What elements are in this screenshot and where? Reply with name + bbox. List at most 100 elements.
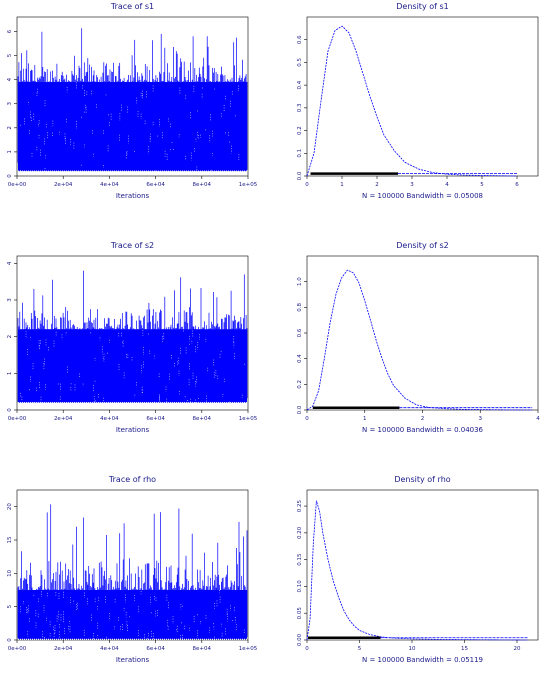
trace-s1-trace-speckle	[19, 82, 240, 176]
density-s1-xtick-label: 1	[340, 182, 344, 188]
density-s2-ytick-label: 0.4	[297, 354, 303, 363]
trace-s1-ytick-label: 3	[7, 101, 13, 105]
density-s2-xtick-label: 2	[421, 416, 425, 422]
trace-s1-trace-line	[17, 28, 248, 172]
density-s1-panel: Density of s1 0 1 2 3 4 5 6 0.0 0.1 0.2 0.3 0.4 0.5 0.…	[297, 2, 539, 200]
trace-s2-ytick-label: 0	[7, 408, 13, 412]
trace-rho-trace-line	[17, 504, 248, 640]
density-s2-ytick-label: 1.0	[297, 277, 303, 286]
density-s2-xlabel: N = 100000 Bandwidth = 0.04036	[362, 426, 484, 434]
trace-s1-xtick-label: 8e+04	[193, 182, 212, 188]
trace-s2-trace-line	[17, 270, 248, 403]
density-rho-xlabel: N = 100000 Bandwidth = 0.05119	[362, 656, 483, 664]
trace-s2-panel: Trace of s2 0e+00 2e+04 4e+04 6e+04 8e+04 1e+0…	[7, 241, 258, 434]
density-rho-ytick-label: 0.25	[297, 499, 303, 512]
density-rho-xtick-label: 10	[409, 646, 416, 652]
trace-s1-xtick-label: 4e+04	[100, 182, 119, 188]
trace-s2-xlabel: Iterations	[116, 426, 150, 434]
density-s1-ytick-label: 0.1	[297, 149, 303, 158]
trace-rho-xtick-label: 1e+05	[239, 646, 258, 652]
density-s1-xtick-label: 3	[410, 182, 414, 188]
density-rho-ytick-label: 0.05	[297, 607, 303, 620]
trace-s1-panel: Trace of s1 0e+00 2e+04 4e+04 6e+04 8e+04 1e+0…	[7, 2, 258, 200]
trace-rho-frame	[16, 489, 249, 641]
trace-s2-xtick-label: 4e+04	[100, 416, 119, 422]
trace-s1-ytick-label: 5	[7, 53, 13, 57]
density-s1-frame	[306, 16, 539, 177]
trace-s1-xtick-label: 1e+05	[239, 182, 258, 188]
density-rho-panel: Density of rho 0 5 10 15 20 0.00 0.05 0.10 0.15 0.…	[297, 475, 539, 664]
trace-rho-ytick-label: 15	[7, 536, 13, 543]
density-s2-xtick-label: 3	[479, 416, 483, 422]
density-s1-ytick-label: 0.6	[297, 35, 303, 44]
trace-s2-ytick-label: 3	[7, 298, 13, 302]
density-s2-title: Density of s2	[396, 241, 448, 250]
trace-s2-ytick-label: 2	[7, 335, 13, 339]
density-rho-ytick-label: 0.10	[297, 580, 303, 593]
density-s1-xtick-label: 4	[445, 182, 449, 188]
density-s2-frame	[306, 255, 539, 411]
trace-rho-xlabel: Iterations	[116, 656, 150, 664]
density-s1-xlabel: N = 100000 Bandwidth = 0.05008	[362, 192, 483, 200]
trace-rho-xtick-label: 0e+00	[8, 646, 27, 652]
density-s2-xtick-label: 0	[305, 416, 309, 422]
density-s2-ytick-label: 0.6	[297, 328, 303, 337]
density-s2-ytick-label: 0.0	[297, 405, 303, 414]
density-s1-density-curve	[306, 25, 518, 177]
trace-rho-ytick-label: 20	[7, 503, 13, 510]
trace-s1-ytick-label: 6	[7, 29, 13, 33]
trace-s1-xtick-label: 2e+04	[54, 182, 73, 188]
density-rho-xtick-label: 15	[461, 646, 468, 652]
density-rho-density-curve	[306, 500, 528, 641]
trace-rho-ytick-label: 10	[7, 569, 13, 576]
trace-s2-xtick-label: 6e+04	[146, 416, 165, 422]
density-rho-xtick-label: 0	[305, 646, 309, 652]
trace-rho-ytick-label: 5	[7, 604, 13, 608]
trace-s1-ytick-label: 1	[7, 150, 13, 154]
density-s2-ytick-label: 0.8	[297, 302, 303, 311]
trace-s2-xtick-label: 1e+05	[239, 416, 258, 422]
density-s2-panel: Density of s2 0 1 2 3 4 0.0 0.2 0.4 0.6 0.8 1.0 N = …	[297, 241, 540, 434]
trace-s2-ytick-label: 1	[7, 372, 13, 376]
density-s1-title: Density of s1	[396, 2, 448, 11]
density-rho-ytick-label: 0.15	[297, 553, 303, 566]
trace-s2-trace-speckle	[20, 330, 245, 409]
density-rho-title: Density of rho	[394, 475, 450, 484]
trace-rho-xtick-label: 8e+04	[193, 646, 212, 652]
density-rho-xtick-label: 5	[358, 646, 362, 652]
trace-rho-title: Trace of rho	[108, 475, 156, 484]
density-s1-xtick-label: 0	[305, 182, 309, 188]
density-s2-xtick-label: 4	[536, 416, 540, 422]
density-s1-ytick-label: 0.2	[297, 126, 303, 135]
trace-s2-ytick-label: 4	[7, 261, 13, 265]
density-s1-xtick-label: 5	[480, 182, 484, 188]
trace-rho-xtick-label: 4e+04	[100, 646, 119, 652]
trace-s2-xtick-label: 8e+04	[193, 416, 212, 422]
trace-s2-xtick-label: 0e+00	[8, 416, 27, 422]
trace-rho-panel: Trace of rho 0e+00 2e+04 4e+04 6e+04 8e+04 1e+…	[7, 475, 258, 664]
density-rho-frame	[306, 489, 539, 641]
trace-s1-frame	[16, 16, 249, 177]
density-s1-ytick-label: 0.5	[297, 58, 303, 67]
trace-s1-xtick-label: 0e+00	[8, 182, 27, 188]
trace-rho-ytick-label: 0	[7, 638, 13, 642]
trace-s1-xtick-label: 6e+04	[146, 182, 165, 188]
trace-rho-xtick-label: 6e+04	[146, 646, 165, 652]
density-s2-xtick-label: 1	[363, 416, 367, 422]
density-s2-density-curve	[306, 269, 533, 411]
density-s1-ytick-label: 0.3	[297, 103, 303, 112]
density-rho-xtick-label: 20	[514, 646, 521, 652]
trace-rho-trace-speckle	[20, 590, 245, 645]
trace-s2-frame	[16, 255, 249, 411]
density-s1-ytick-label: 0.4	[297, 80, 303, 89]
trace-s1-ytick-label: 2	[7, 126, 13, 129]
trace-s2-xtick-label: 2e+04	[54, 416, 73, 422]
trace-s1-title: Trace of s1	[110, 2, 154, 11]
density-s1-xtick-label: 6	[515, 182, 519, 188]
trace-rho-xtick-label: 2e+04	[54, 646, 73, 652]
density-s2-ytick-label: 0.2	[297, 380, 303, 389]
density-s1-ytick-label: 0.0	[297, 171, 303, 180]
density-rho-ytick-label: 0.00	[297, 633, 303, 646]
